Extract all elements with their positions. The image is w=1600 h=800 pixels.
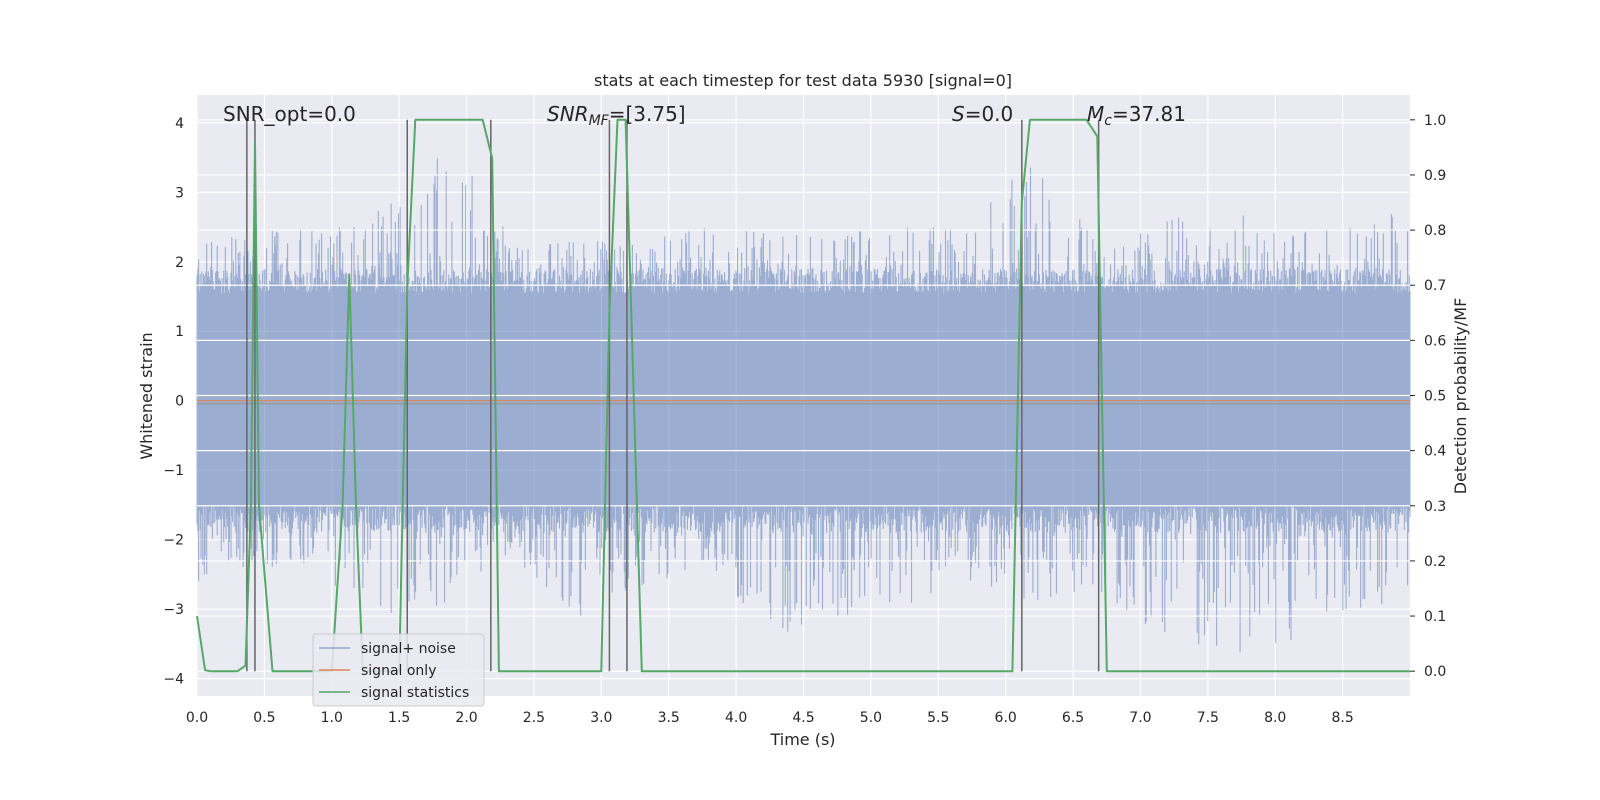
y-tick-label: −3 [163,602,184,618]
x-tick-label: 5.5 [927,710,949,726]
y-right-tick-label: 0.2 [1424,554,1446,570]
x-tick-label: 0.0 [186,710,208,726]
y-tick-label: −1 [163,463,184,479]
x-tick-label: 6.5 [1062,710,1084,726]
x-tick-label: 7.5 [1197,710,1219,726]
y-right-tick-label: 0.9 [1424,168,1446,184]
y-right-tick-label: 0.8 [1424,223,1446,239]
annotation-s: S=0.0 [952,102,1013,126]
x-tick-label: 2.5 [523,710,545,726]
x-tick-label: 7.0 [1129,710,1151,726]
y-axis-right: 0.0 0.1 0.2 0.3 0.4 0.5 0.6 0.7 0.8 0.9 1.0 [1410,113,1446,680]
y-right-tick-label: 0.6 [1424,333,1446,349]
annotation-mc-main: M [1087,102,1104,126]
y-right-tick-label: 0.5 [1424,389,1446,405]
y-tick-label: −4 [163,672,184,688]
annotation-s-main: S [952,102,965,126]
y-tick-label: 0 [175,394,184,410]
x-tick-label: 8.0 [1264,710,1286,726]
x-tick-label: 5.0 [860,710,882,726]
y-right-tick-label: 0.4 [1424,444,1446,460]
legend-label-signal-statistics: signal statistics [361,685,469,701]
y-right-tick-label: 0.0 [1424,664,1446,680]
annotation-mc: Mc=37.81 [1087,102,1186,129]
x-tick-label: 4.0 [725,710,747,726]
y-axis-right-label: Detection probability/MF [1451,298,1470,495]
x-tick-label: 0.5 [253,710,275,726]
legend-label-signal-only: signal only [361,663,436,679]
y-tick-label: 2 [175,255,184,271]
x-axis: 0.0 0.5 1.0 1.5 2.0 2.5 3.0 3.5 4.0 4.5 5.0 5.5 6.0 6… [186,710,1354,726]
legend: signal+ noise signal only signal statist… [312,633,485,707]
annotation-mc-value: =37.81 [1112,102,1186,126]
legend-box [312,633,485,707]
y-axis-label: Whitened strain [137,332,156,459]
annotation-snr-opt: SNR_opt=0.0 [223,102,356,126]
x-tick-label: 1.0 [321,710,343,726]
annotation-mc-sub: c [1104,113,1112,129]
y-tick-label: 3 [175,185,184,201]
series-signal-only [197,400,1410,405]
x-tick-label: 1.5 [388,710,410,726]
y-right-tick-label: 1.0 [1424,113,1446,129]
x-tick-label: 8.5 [1331,710,1353,726]
annotation-snr-mf: SNRMF=[3.75] [547,102,686,129]
x-axis-label: Time (s) [769,730,835,749]
x-tick-label: 3.0 [590,710,612,726]
y-tick-label: 4 [175,116,184,132]
y-right-tick-label: 0.1 [1424,609,1446,625]
legend-label-signal-noise: signal+ noise [361,641,456,657]
signal-statistics-line [196,118,1410,673]
annotation-snr-mf-sub: MF [589,113,610,129]
annotation-snr-mf-main: SNR [547,102,589,126]
x-tick-label: 4.5 [792,710,814,726]
y-right-tick-label: 0.7 [1424,278,1446,294]
y-tick-label: −2 [163,533,184,549]
annotation-s-value: =0.0 [965,102,1014,126]
plot-area [196,118,1411,673]
chart-title: stats at each timestep for test data 593… [594,71,1012,90]
y-tick-label: 1 [175,324,184,340]
annotation-snr-mf-value: =[3.75] [609,102,686,126]
x-tick-label: 6.0 [995,710,1017,726]
x-tick-label: 2.0 [455,710,477,726]
series-signal-statistics [196,118,1410,673]
y-axis-left: −4 −3 −2 −1 0 1 2 3 4 [163,116,184,688]
y-right-tick-label: 0.3 [1424,499,1446,515]
x-tick-label: 3.5 [658,710,680,726]
